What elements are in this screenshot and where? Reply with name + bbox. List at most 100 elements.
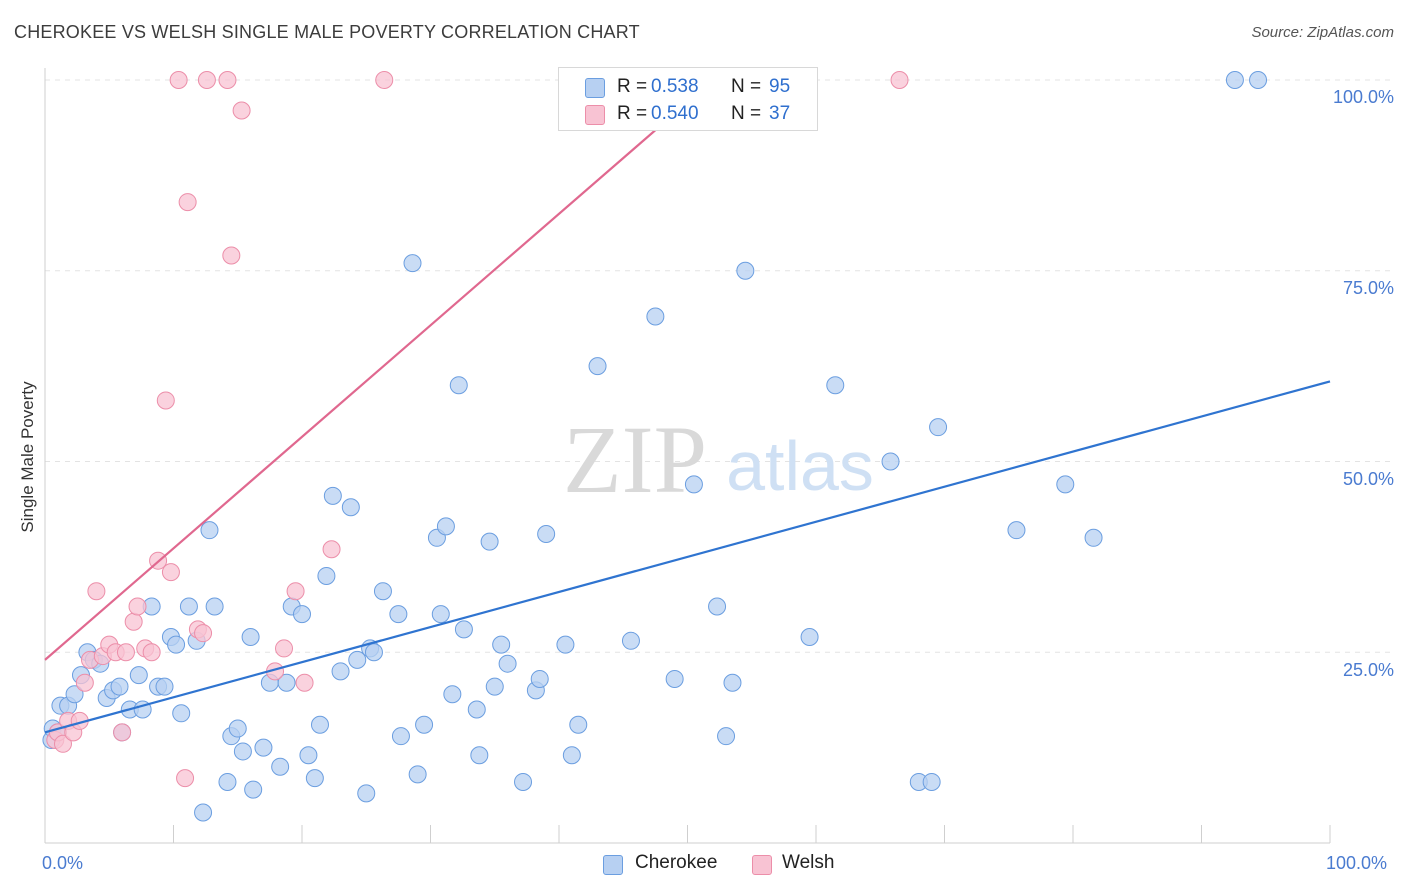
- cherokee-point-78: [646, 307, 665, 326]
- cherokee-point-22: [172, 704, 191, 723]
- cherokee-point-94: [1225, 71, 1244, 89]
- y-axis-label: Single Male Poverty: [18, 381, 37, 533]
- cherokee-point-74: [562, 746, 581, 765]
- y-tick-label-50: 50.0%: [1342, 469, 1394, 489]
- welsh-swatch: [585, 105, 605, 125]
- bottom-welsh-swatch: [752, 855, 772, 875]
- cherokee-point-79: [665, 669, 684, 688]
- welsh-point-32: [286, 582, 305, 601]
- welsh-points: [46, 71, 909, 788]
- source-label: Source: ZipAtlas.com: [1251, 24, 1394, 41]
- welsh-point-31: [275, 639, 294, 658]
- watermark-atlas: atlas: [726, 427, 874, 505]
- cherokee-point-37: [277, 673, 296, 692]
- welsh-n-label: N =: [731, 103, 762, 124]
- cherokee-point-47: [348, 650, 367, 669]
- cherokee-point-59: [436, 517, 455, 536]
- cherokee-point-43: [317, 566, 336, 585]
- welsh-point-35: [375, 71, 394, 89]
- cherokee-point-61: [449, 376, 468, 395]
- welsh-point-25: [194, 624, 213, 643]
- welsh-point-20: [161, 563, 180, 582]
- welsh-point-15: [128, 597, 147, 616]
- cherokee-swatch: [585, 78, 605, 98]
- cherokee-point-80: [684, 475, 703, 494]
- cherokee-n-value: 95: [769, 76, 791, 97]
- cherokee-point-95: [1249, 71, 1268, 89]
- cherokee-point-86: [826, 376, 845, 395]
- cherokee-point-25: [194, 803, 213, 822]
- cherokee-point-73: [556, 635, 575, 654]
- x-tick-label-0: 0.0%: [42, 853, 84, 873]
- cherokee-point-82: [717, 727, 736, 746]
- cherokee-point-46: [341, 498, 360, 517]
- x-tick-label-100: 100.0%: [1326, 853, 1388, 873]
- cherokee-point-92: [1056, 475, 1075, 494]
- cherokee-point-36: [271, 757, 290, 776]
- cherokee-point-33: [244, 780, 263, 799]
- cherokee-point-87: [881, 452, 900, 471]
- welsh-n-value: 37: [769, 103, 791, 124]
- y-tick-label-75: 75.0%: [1342, 278, 1394, 298]
- welsh-point-29: [232, 101, 251, 120]
- welsh-point-8: [87, 582, 106, 601]
- correlation-legend: R = 0.538 N = 95 R = 0.540 N = 37: [558, 67, 818, 131]
- welsh-point-2: [53, 734, 72, 753]
- axes: [44, 68, 1331, 844]
- cherokee-point-88: [929, 418, 948, 437]
- cherokee-point-52: [389, 605, 408, 624]
- cherokee-point-91: [1007, 521, 1026, 540]
- welsh-point-14: [124, 612, 143, 631]
- cherokee-point-21: [167, 635, 186, 654]
- cherokee-point-77: [621, 631, 640, 650]
- cherokee-point-15: [129, 666, 148, 685]
- cherokee-point-85: [800, 627, 819, 646]
- cherokee-point-5: [65, 685, 84, 704]
- chart-title: CHEROKEE VS WELSH SINGLE MALE POVERTY CO…: [14, 22, 640, 42]
- cherokee-point-63: [467, 700, 486, 719]
- welsh-point-34: [322, 540, 341, 559]
- welsh-point-23: [178, 193, 197, 212]
- cherokee-point-19: [155, 677, 174, 696]
- welsh-point-19: [156, 391, 175, 410]
- cherokee-point-54: [403, 254, 422, 273]
- welsh-point-26: [197, 71, 216, 89]
- welsh-point-13: [116, 643, 135, 662]
- cherokee-point-55: [408, 765, 427, 784]
- welsh-point-28: [222, 246, 241, 265]
- bottom-cherokee-swatch: [603, 855, 623, 875]
- welsh-point-6: [75, 673, 94, 692]
- cherokee-point-58: [431, 605, 450, 624]
- bottom-welsh-label: Welsh: [782, 852, 835, 873]
- cherokee-point-34: [254, 738, 273, 757]
- welsh-point-12: [113, 723, 132, 742]
- welsh-point-36: [890, 71, 909, 89]
- cherokee-point-81: [708, 597, 727, 616]
- watermark-zip: ZIP: [563, 406, 707, 513]
- cherokee-point-42: [310, 715, 329, 734]
- welsh-point-22: [176, 769, 195, 788]
- cherokee-point-30: [228, 719, 247, 738]
- cherokee-point-56: [415, 715, 434, 734]
- cherokee-point-64: [470, 746, 489, 765]
- cherokee-points: [42, 71, 1268, 822]
- welsh-point-27: [218, 71, 237, 89]
- cherokee-point-12: [110, 677, 129, 696]
- cherokee-point-53: [391, 727, 410, 746]
- cherokee-point-83: [723, 673, 742, 692]
- grid-lines: [45, 79, 1392, 653]
- cherokee-point-68: [498, 654, 517, 673]
- cherokee-point-66: [485, 677, 504, 696]
- y-tick-label-100: 100.0%: [1332, 87, 1394, 107]
- welsh-point-21: [169, 71, 188, 89]
- cherokee-point-84: [736, 261, 755, 280]
- cherokee-point-32: [241, 627, 260, 646]
- trend-lines: [44, 79, 1331, 734]
- cherokee-point-69: [514, 772, 533, 791]
- welsh-point-33: [295, 673, 314, 692]
- cherokee-r-value: 0.538: [651, 76, 699, 97]
- cherokee-point-40: [299, 746, 318, 765]
- cherokee-point-90: [922, 772, 941, 791]
- cherokee-point-28: [218, 772, 237, 791]
